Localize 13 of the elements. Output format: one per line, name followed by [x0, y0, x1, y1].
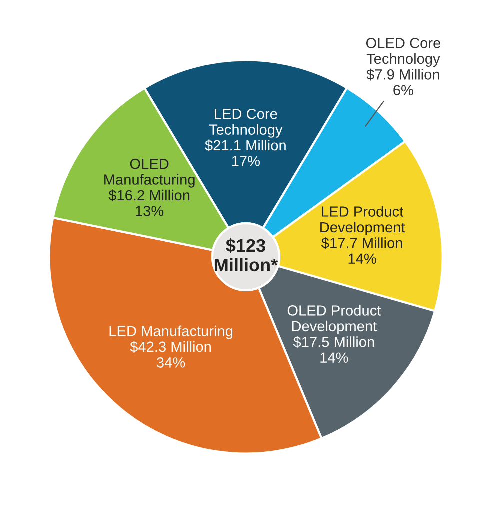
- data-label: $7.9 Million 6%: [366, 68, 440, 96]
- data-label: $16.2 Million 13%: [108, 190, 190, 216]
- data-label: $21.1 Million 17%: [205, 140, 286, 166]
- slice-label: OLED Product Development: [288, 305, 382, 334]
- slice-label: OLED Manufacturing: [104, 158, 195, 188]
- slice-label: LED Manufacturing: [110, 326, 233, 340]
- slice-label: LED Product Development: [320, 206, 406, 236]
- slice-label: LED Core Technology: [209, 108, 283, 138]
- slice-label: OLED Core Technology: [366, 38, 440, 68]
- data-label: $17.7 Million 14%: [322, 237, 402, 264]
- data-label: $42.3 Million 34%: [130, 341, 212, 368]
- text: $123 Million*: [215, 238, 278, 272]
- data-label: $17.5 Million 14%: [293, 336, 374, 363]
